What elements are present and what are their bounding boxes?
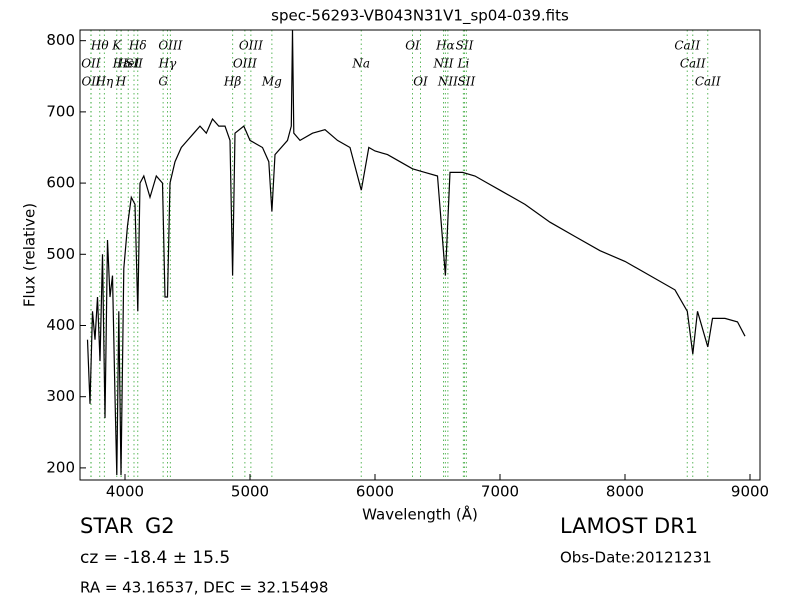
line-label: NII	[437, 75, 458, 89]
line-label: Hδ	[128, 39, 147, 53]
line-label: K	[111, 39, 122, 53]
line-label: OII	[81, 57, 101, 71]
line-label: Hβ	[223, 75, 241, 89]
x-tick-label: 8000	[606, 483, 644, 501]
line-label: SII	[125, 57, 143, 71]
line-label: OIII	[239, 39, 263, 53]
coords-text: RA = 43.16537, DEC = 32.15498	[80, 579, 328, 597]
line-label: Hα	[435, 39, 455, 53]
line-label: OIII	[158, 39, 182, 53]
y-tick-label: 300	[46, 387, 75, 405]
line-label: G	[158, 75, 168, 89]
y-tick-label: 800	[46, 31, 75, 49]
x-tick-label: 4000	[106, 483, 144, 501]
x-axis-label: Wavelength (Å)	[362, 505, 478, 524]
chart-title: spec-56293-VB043N31V1_sp04-039.fits	[271, 7, 569, 26]
cz-text: cz = -18.4 ± 15.5	[80, 548, 230, 568]
line-label: OII	[81, 75, 101, 89]
y-tick-label: 600	[46, 174, 75, 192]
line-label: Hε	[112, 57, 130, 71]
line-label: Mg	[261, 75, 282, 89]
line-label: H	[115, 75, 127, 89]
plot-frame	[79, 29, 761, 481]
line-label: Hη	[95, 75, 114, 89]
survey-text: LAMOST DR1	[560, 514, 698, 538]
line-label: Hθ	[90, 39, 109, 53]
line-label: OIII	[233, 57, 257, 71]
line-label: CaII	[674, 39, 700, 53]
line-label: NII	[433, 57, 454, 71]
line-label: SII	[456, 39, 474, 53]
line-label: SII	[458, 75, 476, 89]
spectrum-line	[86, 30, 746, 476]
line-label: Hγ	[158, 57, 177, 71]
x-tick-label: 7000	[481, 483, 519, 501]
line-label: Li	[456, 57, 469, 71]
line-label: OI	[413, 75, 428, 89]
line-label: Na	[351, 57, 370, 71]
obs-date: Obs-Date:20121231	[560, 549, 712, 567]
star-subclass: G2	[145, 514, 175, 538]
x-tick-label: 5000	[231, 483, 269, 501]
y-axis-label: Flux (relative)	[21, 203, 39, 307]
line-label: CaII	[695, 75, 721, 89]
y-tick-label: 400	[46, 316, 75, 334]
star-class: STAR	[80, 514, 133, 538]
x-tick-label: 9000	[731, 483, 769, 501]
x-tick-label: 6000	[356, 483, 394, 501]
y-tick-label: 200	[46, 458, 75, 476]
line-label: CaII	[680, 57, 706, 71]
y-tick-label: 700	[46, 102, 75, 120]
line-label: OI	[405, 39, 420, 53]
y-tick-label: 500	[46, 245, 75, 263]
